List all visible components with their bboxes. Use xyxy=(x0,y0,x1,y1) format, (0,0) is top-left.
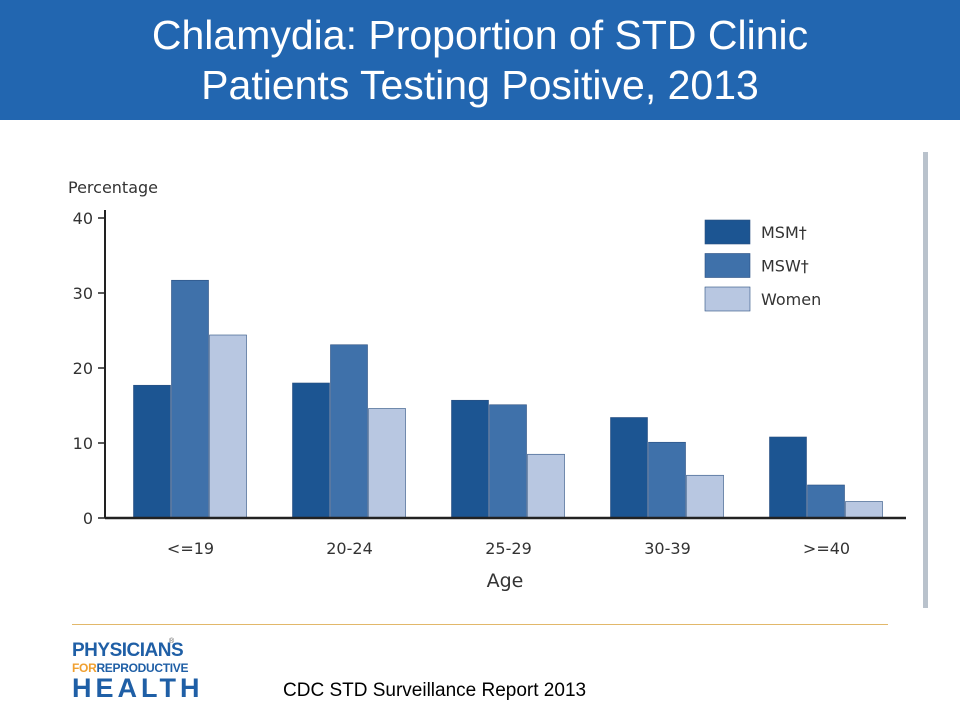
x-tick-label: 20-24 xyxy=(326,539,373,558)
logo-text-health: HEALTH xyxy=(72,673,204,703)
y-axis-label: Percentage xyxy=(68,178,158,197)
bar-women-5 xyxy=(845,501,883,519)
right-divider xyxy=(923,152,928,608)
logo-text-physicians: PHYSICIANS xyxy=(72,640,184,661)
y-tick-label: 40 xyxy=(73,209,93,228)
legend-swatch xyxy=(704,253,751,278)
x-tick-label: 30-39 xyxy=(644,539,691,558)
slide-title-line-1: Chlamydia: Proportion of STD Clinic xyxy=(151,12,809,58)
x-tick-label: <=19 xyxy=(167,539,214,558)
x-axis: <=19 20-24 25-29 30-39 >=40 Age xyxy=(105,516,906,592)
y-tick-label: 10 xyxy=(73,434,93,453)
bars xyxy=(133,279,883,519)
slide-title: Chlamydia: Proportion of STD Clinic Pati… xyxy=(0,0,960,120)
legend-label: MSM† xyxy=(761,223,807,242)
slide-title-line-2: Patients Testing Positive, 2013 xyxy=(201,62,759,108)
physicians-for-reproductive-health-logo: PHYSICIANS ® FORREPRODUCTIVE HEALTH xyxy=(72,638,200,704)
source-note: CDC STD Surveillance Report 2013 xyxy=(283,680,587,701)
bar-msw-4 xyxy=(648,441,686,519)
y-axis: Percentage 0 10 20 30 40 xyxy=(68,178,158,528)
x-tick-label: 25-29 xyxy=(485,539,532,558)
legend-swatch xyxy=(704,286,751,312)
bar-women-3 xyxy=(527,453,565,519)
y-tick-label: 20 xyxy=(73,359,93,378)
logo-text-for: FOR xyxy=(72,661,97,675)
bar-women-1 xyxy=(209,334,247,519)
legend-label: Women xyxy=(761,290,821,309)
y-tick-label: 30 xyxy=(73,284,93,303)
x-tick-label: >=40 xyxy=(803,539,850,558)
x-axis-label: Age xyxy=(487,570,524,592)
logo-registered-mark: ® xyxy=(169,638,175,645)
legend: MSM† MSW† Women xyxy=(704,219,821,312)
bar-chart: Percentage 0 10 20 30 40 <=19 20-24 25-29 30-39 >… xyxy=(68,178,906,592)
bar-msm-1 xyxy=(133,384,171,519)
bar-msm-2 xyxy=(292,382,330,519)
bar-msw-5 xyxy=(807,484,845,519)
logo-text-reproductive: REPRODUCTIVE xyxy=(96,661,189,675)
bar-msw-1 xyxy=(171,279,209,519)
bar-msm-4 xyxy=(610,417,648,519)
bar-msw-2 xyxy=(330,344,368,519)
bar-women-4 xyxy=(686,474,724,519)
y-tick-label: 0 xyxy=(83,509,93,528)
logo-text-for-reproductive: FORREPRODUCTIVE xyxy=(72,661,188,675)
bar-women-2 xyxy=(368,408,406,519)
bottom-divider xyxy=(72,624,888,625)
legend-label: MSW† xyxy=(761,257,809,276)
bar-msw-3 xyxy=(489,404,527,519)
bar-msm-5 xyxy=(769,436,807,519)
bar-msm-3 xyxy=(451,399,489,519)
legend-swatch xyxy=(704,219,751,245)
